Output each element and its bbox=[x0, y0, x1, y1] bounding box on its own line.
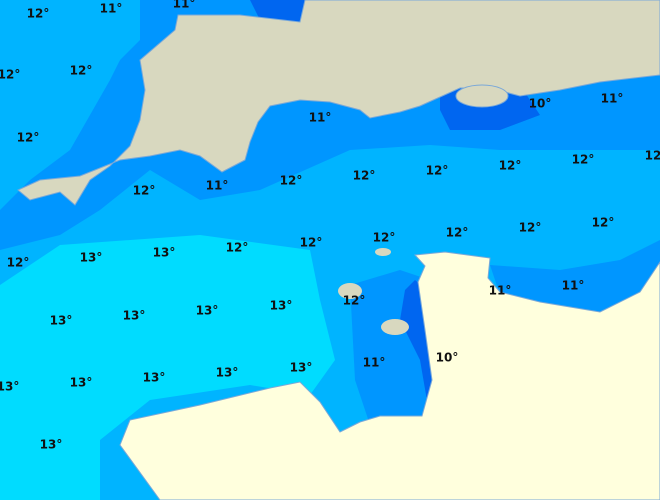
temperature-label: 12° bbox=[27, 7, 50, 21]
temperature-label: 10° bbox=[529, 97, 552, 111]
land-jersey bbox=[381, 319, 409, 335]
temperature-label: 12° bbox=[572, 153, 595, 167]
temperature-label: 12° bbox=[426, 164, 449, 178]
temperature-label: 13° bbox=[80, 251, 103, 265]
temperature-label: 12° bbox=[280, 174, 303, 188]
sea-12-inner bbox=[0, 0, 130, 200]
temperature-label: 12° bbox=[17, 131, 40, 145]
temperature-label: 13° bbox=[40, 438, 63, 452]
temperature-label: 12° bbox=[226, 241, 249, 255]
temperature-label: 12° bbox=[592, 216, 615, 230]
temperature-label: 12° bbox=[373, 231, 396, 245]
temperature-label: 11° bbox=[562, 279, 585, 293]
temperature-label: 13° bbox=[153, 246, 176, 260]
temperature-label: 11° bbox=[173, 0, 196, 11]
temperature-label: 13° bbox=[290, 361, 313, 375]
temperature-label: 13° bbox=[70, 376, 93, 390]
temperature-label: 12° bbox=[446, 226, 469, 240]
temperature-label: 12° bbox=[499, 159, 522, 173]
temperature-label: 11° bbox=[489, 284, 512, 298]
temperature-label: 13° bbox=[270, 299, 293, 313]
temperature-label: 12° bbox=[7, 256, 30, 270]
temperature-label: 13° bbox=[216, 366, 239, 380]
temperature-label: 12° bbox=[0, 68, 20, 82]
land-alderney bbox=[375, 248, 391, 256]
sea-13 bbox=[0, 235, 335, 500]
land-england bbox=[17, 0, 660, 206]
temperature-label: 12° bbox=[353, 169, 376, 183]
land-guernsey bbox=[338, 283, 362, 299]
temperature-label: 12° bbox=[300, 236, 323, 250]
land-wight bbox=[455, 84, 509, 108]
temperature-label: 11° bbox=[363, 356, 386, 370]
temperature-label: 13° bbox=[50, 314, 73, 328]
temperature-label: 13° bbox=[123, 309, 146, 323]
temperature-label: 13° bbox=[196, 304, 219, 318]
temperature-label: 11° bbox=[601, 92, 624, 106]
temperature-label: 11° bbox=[309, 111, 332, 125]
temperature-label: 10° bbox=[436, 351, 459, 365]
temperature-label: 12° bbox=[343, 294, 366, 308]
temperature-label: 11° bbox=[206, 179, 229, 193]
temperature-label: 12° bbox=[70, 64, 93, 78]
temperature-label: 11° bbox=[100, 2, 123, 16]
label-layer: 12° 11° 11° 12° 12° 12° 11° 10° 11° 12° 11° 12° 12° 1… bbox=[0, 0, 660, 452]
temperature-label: 12° bbox=[133, 184, 156, 198]
temperature-label: 13° bbox=[143, 371, 166, 385]
sea-11-east bbox=[490, 240, 660, 315]
land-france bbox=[119, 251, 660, 500]
temperature-label: 13° bbox=[0, 380, 19, 394]
temperature-label: 12° bbox=[519, 221, 542, 235]
temperature-label: 12° bbox=[645, 149, 660, 163]
